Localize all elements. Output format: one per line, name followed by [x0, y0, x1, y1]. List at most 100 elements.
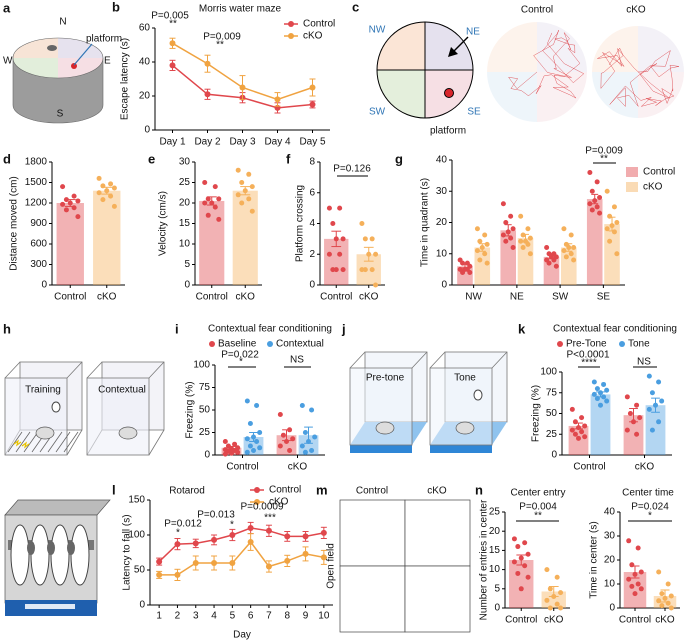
data-point [482, 232, 488, 238]
x-tick-label: 10 [318, 611, 330, 622]
pool-label: W [3, 56, 13, 67]
data-point [247, 421, 253, 426]
data-point [111, 203, 117, 209]
legend-label: Control [643, 167, 675, 178]
y-tick-label: 5 [494, 583, 500, 594]
y-tick-label: 20 [489, 526, 501, 537]
data-point [299, 403, 305, 408]
x-tick-label: cKO [97, 292, 117, 303]
data-point [229, 450, 234, 456]
data-point [594, 179, 600, 185]
data-point [202, 200, 208, 206]
data-point [624, 427, 630, 433]
data-point [638, 569, 644, 575]
group-label: Control [356, 486, 388, 497]
y-tick-label: 40 [604, 507, 616, 518]
bar [199, 200, 225, 285]
y-tick-label: 150 [128, 495, 145, 506]
data-point [467, 270, 473, 275]
data-point [604, 226, 610, 232]
data-point [569, 406, 575, 412]
x-tick-label: NW [465, 292, 482, 303]
data-point [204, 60, 211, 67]
phase-label: Training [25, 385, 61, 396]
y-tick-label: 300 [30, 259, 47, 270]
chamber-illustration [4, 361, 165, 456]
x-tick-label: 8 [284, 611, 290, 622]
legend-label: Baseline [218, 339, 257, 350]
x-tick-label: Day 5 [299, 137, 326, 148]
data-point [205, 212, 211, 218]
x-tick-label: Day 4 [264, 137, 291, 148]
data-point [373, 251, 379, 257]
chart-title: Morris water maze [199, 4, 282, 15]
y-axis-label: Number of entries in center [479, 499, 490, 620]
chart-title: Contextual fear conditioning [208, 324, 332, 335]
data-point [544, 245, 550, 250]
annotation: *** [264, 513, 276, 524]
data-point [561, 248, 567, 254]
y-tick-label: 25 [489, 507, 501, 518]
data-point [239, 180, 245, 185]
data-point [553, 263, 559, 269]
x-tick-label: SE [597, 292, 611, 303]
x-tick-label: 5 [230, 611, 236, 622]
data-point [525, 241, 531, 247]
pool-label: S [57, 109, 64, 120]
data-point [579, 415, 585, 421]
rotarod-illustration [4, 499, 111, 616]
data-point [637, 415, 643, 421]
data-point [520, 232, 526, 238]
side-label: Open field [326, 543, 337, 589]
x-tick-label: 6 [248, 611, 254, 622]
data-point [302, 449, 308, 455]
x-tick-label: cKO [655, 615, 675, 626]
y-tick-label: 0 [494, 603, 500, 614]
bar [517, 238, 534, 285]
data-point [572, 419, 578, 425]
data-point [571, 257, 577, 263]
x-tick-label: Control [573, 462, 605, 473]
data-point [589, 207, 595, 213]
annotation: **** [581, 358, 597, 369]
data-point [607, 213, 613, 219]
annotation: * [239, 357, 243, 368]
data-point [326, 251, 332, 257]
x-tick-label: 3 [193, 611, 199, 622]
data-point [629, 562, 635, 568]
data-point [477, 257, 483, 263]
x-tick-label: cKO [236, 292, 256, 303]
annotation: P=0.009 [585, 146, 623, 157]
pool-label: N [59, 17, 66, 28]
data-point [522, 563, 528, 569]
y-axis-label: Time in center (s) [589, 521, 600, 598]
data-point [75, 198, 81, 204]
chart-title: Contextual fear conditioning [553, 324, 677, 335]
data-point [604, 398, 610, 404]
y-tick-label: 50 [134, 565, 146, 576]
data-point [309, 84, 316, 91]
y-tick-label: 10 [604, 579, 616, 590]
data-point [216, 196, 222, 202]
data-point [212, 184, 218, 190]
y-tick-label: 100 [540, 367, 557, 378]
data-point [156, 571, 163, 578]
x-tick-label: Day 1 [159, 137, 186, 148]
data-point [561, 226, 567, 232]
data-point [284, 533, 291, 540]
x-tick-label: Control [619, 615, 651, 626]
data-point [668, 593, 674, 599]
data-point [71, 193, 77, 199]
legend-label: cKO [269, 497, 289, 508]
data-point [646, 373, 652, 379]
data-point [587, 201, 593, 207]
x-tick-label: Day 3 [229, 137, 256, 148]
x-axis-label: Day [233, 630, 251, 641]
x-tick-label: Control [54, 292, 86, 303]
data-point [244, 398, 250, 404]
phase-label: Tone [454, 373, 476, 384]
data-point [569, 427, 575, 433]
data-point [508, 235, 514, 241]
data-point [249, 208, 255, 214]
panel-letter: i [175, 321, 179, 336]
